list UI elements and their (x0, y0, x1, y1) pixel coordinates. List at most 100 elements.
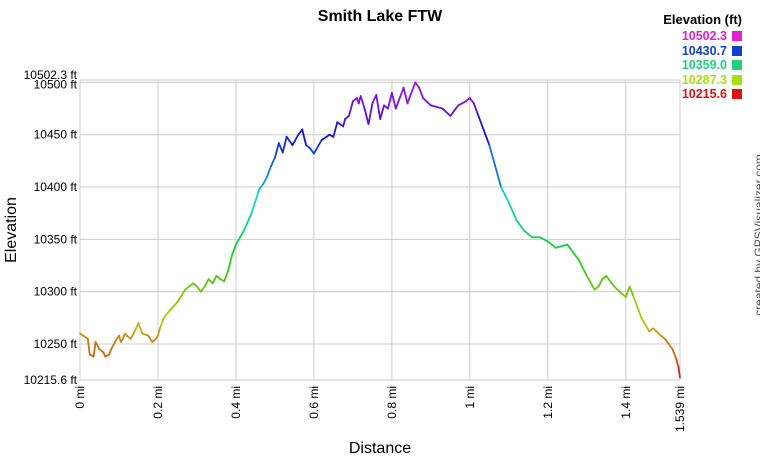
elevation-segment (677, 366, 681, 379)
legend-entry: 10430.7 (663, 44, 742, 59)
legend-entry-label: 10430.7 (681, 43, 727, 58)
y-tick-label: 10300 ft (34, 285, 78, 299)
elevation-segment (227, 254, 233, 272)
elevation-segment (359, 95, 366, 110)
elevation-segment (196, 285, 202, 293)
elevation-segment (597, 278, 604, 288)
y-axis-ticks: 10215.6 ft 10250 ft 10300 ft 10350 ft 10400 … (24, 68, 78, 387)
x-axis-ticks: 0 mi 0.2 mi 0.4 mi 0.6 mi 0.8 mi 1 mi 1.2 mi 1.… (73, 386, 687, 432)
elevation-segment (628, 285, 635, 298)
elevation-segment (258, 183, 265, 191)
elevation-segment (640, 316, 651, 333)
elevation-segment (367, 102, 374, 126)
x-tick-label: 0.2 mi (151, 386, 165, 419)
legend-swatch (732, 89, 742, 100)
elevation-segment (387, 91, 393, 110)
elevation-segment (235, 230, 245, 246)
elevation-segment (422, 97, 432, 107)
elevation-segment (92, 341, 97, 358)
elevation-segment (79, 332, 89, 340)
elevation-segment (211, 275, 218, 285)
elevation-segment (488, 144, 502, 188)
elevation-segment (313, 139, 323, 155)
legend-swatch (732, 74, 742, 85)
elevation-segment (566, 243, 580, 262)
elevation-segment (207, 278, 214, 285)
elevation-segment (410, 81, 417, 94)
elevation-segment (507, 201, 518, 222)
elevation-segment (110, 341, 116, 351)
elevation-segment (199, 285, 206, 293)
x-tick-label: 1 mi (463, 386, 477, 409)
elevation-segment (129, 330, 136, 340)
elevation-segment (320, 133, 331, 141)
y-axis-label: Elevation (3, 197, 20, 263)
legend-entry: 10287.3 (663, 73, 742, 88)
elevation-segment (285, 135, 294, 147)
legend-entry-label: 10502.3 (681, 29, 727, 44)
elevation-segment (578, 259, 588, 277)
y-tick-label: 10250 ft (34, 337, 78, 351)
x-tick-label: 0.8 mi (385, 386, 399, 419)
elevation-segment (468, 97, 475, 105)
elevation-segment (500, 186, 510, 204)
x-tick-label: 0 mi (73, 386, 87, 409)
elevation-segment (406, 91, 413, 105)
elevation-segment (301, 128, 308, 147)
elevation-segment (414, 81, 421, 89)
elevation-segment (449, 104, 460, 117)
elevation-segment (632, 296, 643, 319)
elevation-segment (266, 165, 272, 178)
elevation-segment (86, 337, 91, 356)
legend-entry-label: 10215.6 (681, 87, 727, 102)
legend: Elevation (ft) 10502.3 10430.7 10359.0 1028… (663, 12, 742, 102)
elevation-segment (250, 188, 261, 215)
credit-text: created by GPSVisualizer.com (752, 154, 760, 316)
elevation-segment (441, 107, 452, 117)
legend-entries: 10502.3 10430.7 10359.0 10287.3 10215.6 (663, 29, 742, 102)
elevation-segment (402, 86, 409, 105)
elevation-segment (133, 322, 140, 333)
legend-entry-label: 10287.3 (681, 72, 727, 87)
elevation-segment (147, 334, 154, 343)
legend-entry: 10215.6 (663, 87, 742, 102)
elevation-segment (159, 316, 165, 330)
elevation-segment (141, 332, 150, 337)
elevation-segment (398, 86, 405, 100)
elevation-segment (270, 156, 276, 168)
elevation-segment (137, 322, 144, 335)
x-tick-label: 0.6 mi (307, 386, 321, 419)
elevation-segment (108, 348, 113, 356)
elevation-segment (157, 327, 161, 337)
legend-swatch (732, 45, 742, 56)
legend-title: Elevation (ft) (663, 12, 742, 27)
elevation-segment (375, 94, 382, 120)
elevation-segment (554, 243, 569, 249)
elevation-segment (223, 269, 230, 283)
y-tick-label: 10450 ft (34, 128, 78, 142)
elevation-segment (342, 118, 347, 128)
legend-entry: 10502.3 (663, 29, 742, 44)
elevation-segment (114, 334, 120, 343)
elevation-segment (539, 236, 549, 243)
elevation-segment (281, 135, 288, 154)
elevation-segment (546, 240, 557, 249)
elevation-segment (332, 121, 339, 138)
elevation-segment (472, 102, 479, 115)
legend-swatch (732, 31, 742, 42)
elevation-segment (336, 121, 345, 128)
elevation-segment (671, 348, 678, 361)
elevation-segment (309, 147, 315, 155)
legend-swatch (732, 60, 742, 71)
elevation-segment (176, 288, 187, 304)
elevation-segment (168, 301, 179, 312)
elevation-segment (291, 133, 300, 147)
elevation-segment (363, 107, 370, 126)
elevation-segment (390, 91, 397, 110)
y-tick-label: 10215.6 ft (24, 373, 78, 387)
elevation-segment (203, 278, 210, 288)
elevation-line (79, 81, 681, 379)
elevation-segment (457, 100, 467, 107)
elevation-segment (663, 337, 674, 351)
